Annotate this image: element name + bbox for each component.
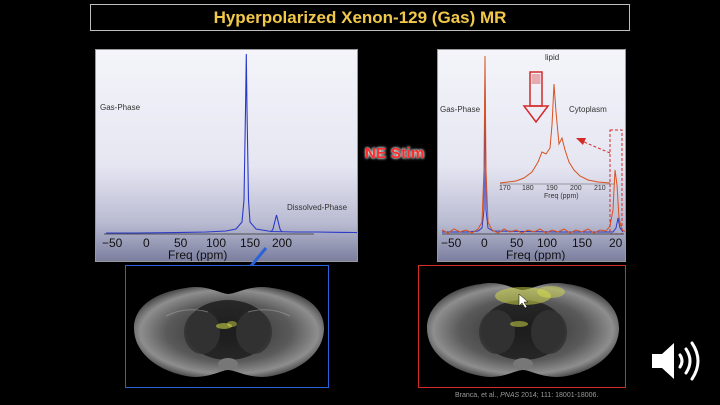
stimulus-label: NE Stim: [365, 145, 425, 162]
left-label-gas-phase: Gas-Phase: [100, 103, 141, 112]
mri-stimulated-scan: [427, 283, 619, 377]
left-axis-tick-5: 200: [272, 236, 293, 250]
citation-suffix: 2014; 111: 18001-18006.: [519, 392, 599, 399]
lipid-down-arrow-icon: [522, 71, 550, 124]
right-spectrum-panel: Gas-Phase lipid Cytoplasm 170 180 190 20…: [437, 49, 626, 262]
citation-prefix: Branca, et al.,: [455, 392, 501, 399]
right-axis-tick-2: 50: [510, 236, 524, 250]
right-axis-tick-5: 20: [609, 236, 623, 250]
left-spectrum-panel: Gas-Phase Dissolved-Phase −50 0 50 100 1…: [95, 49, 358, 262]
left-spectrum-line: [106, 53, 357, 234]
right-label-gas-phase: Gas-Phase: [440, 105, 481, 114]
inset-pointer-line: [583, 141, 611, 154]
slide-title: Hyperpolarized Xenon-129 (Gas) MR: [213, 7, 507, 27]
right-axis-title: Freq (ppm): [506, 248, 566, 262]
slide-title-box: Hyperpolarized Xenon-129 (Gas) MR: [90, 4, 630, 31]
inset-pointer-arrowhead-icon: [576, 138, 586, 145]
inset-tick-3: 200: [570, 185, 582, 192]
right-spectrum-baseline-line: [442, 79, 624, 233]
right-spectrum-plot: [441, 55, 625, 235]
inset-axis-title: Freq (ppm): [544, 193, 579, 200]
right-spectrum-stim-line: [441, 55, 625, 234]
inset-tick-2: 190: [546, 185, 558, 192]
left-axis-tick-0: −50: [102, 236, 123, 250]
right-axis-tick-1: 0: [481, 236, 488, 250]
right-label-cytoplasm: Cytoplasm: [569, 105, 607, 114]
right-axis-tick-3: 100: [537, 236, 558, 250]
inset-tick-0: 170: [499, 185, 511, 192]
mri-image-baseline: [125, 265, 329, 388]
right-label-lipid: lipid: [545, 53, 560, 62]
right-axis-tick-0: −50: [441, 236, 462, 250]
mri-image-stimulated: [418, 265, 626, 388]
mri-baseline-scan: [134, 287, 324, 377]
citation-journal: PNAS: [500, 392, 520, 399]
mouse-cursor-icon: [518, 293, 529, 309]
left-axis-tick-4: 150: [240, 236, 261, 250]
left-axis-tick-2: 50: [174, 236, 188, 250]
left-dissolved-peak: [270, 214, 283, 233]
citation: Branca, et al., PNAS 2014; 111: 18001-18…: [455, 392, 598, 399]
left-label-dissolved-phase: Dissolved-Phase: [287, 203, 348, 212]
left-spectrum-plot: [104, 53, 357, 235]
inset-tick-1: 180: [522, 185, 534, 192]
left-axis-tick-1: 0: [143, 236, 150, 250]
speaker-icon[interactable]: [650, 337, 704, 385]
left-axis-title: Freq (ppm): [168, 248, 228, 262]
right-axis-tick-4: 150: [572, 236, 593, 250]
inset-tick-4: 210: [594, 185, 606, 192]
inset-spectrum-line: [499, 83, 611, 184]
left-axis-tick-3: 100: [206, 236, 227, 250]
